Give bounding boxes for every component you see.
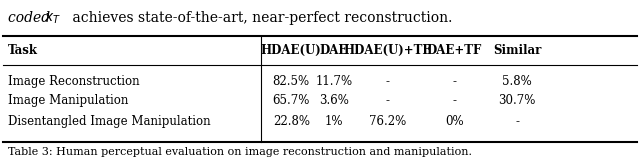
- Text: 11.7%: 11.7%: [316, 75, 353, 88]
- Text: 30.7%: 30.7%: [499, 94, 536, 107]
- Text: Image Manipulation: Image Manipulation: [8, 94, 128, 107]
- Text: 76.2%: 76.2%: [369, 115, 406, 128]
- Text: -: -: [452, 94, 456, 107]
- Text: -: -: [385, 94, 389, 107]
- Text: Table 3: Human perceptual evaluation on image reconstruction and manipulation.: Table 3: Human perceptual evaluation on …: [8, 147, 472, 157]
- Text: Similar: Similar: [493, 44, 541, 57]
- Text: HDAE(U): HDAE(U): [261, 44, 321, 57]
- Text: DAE+TF: DAE+TF: [427, 44, 482, 57]
- Text: 3.6%: 3.6%: [319, 94, 349, 107]
- Text: -: -: [452, 75, 456, 88]
- Text: -: -: [385, 75, 389, 88]
- Text: DAE: DAE: [320, 44, 348, 57]
- Text: $x_T$: $x_T$: [44, 11, 61, 26]
- Text: Disentangled Image Manipulation: Disentangled Image Manipulation: [8, 115, 211, 128]
- Text: achieves state-of-the-art, near-perfect reconstruction.: achieves state-of-the-art, near-perfect …: [68, 11, 453, 25]
- Text: 5.8%: 5.8%: [502, 75, 532, 88]
- Text: 1%: 1%: [325, 115, 343, 128]
- Text: Task: Task: [8, 44, 38, 57]
- Text: 65.7%: 65.7%: [273, 94, 310, 107]
- Text: 82.5%: 82.5%: [273, 75, 310, 88]
- Text: HDAE(U)+TF: HDAE(U)+TF: [344, 44, 431, 57]
- Text: -: -: [515, 115, 519, 128]
- Text: coded: coded: [8, 11, 54, 25]
- Text: 0%: 0%: [445, 115, 464, 128]
- Text: 22.8%: 22.8%: [273, 115, 310, 128]
- Text: Image Reconstruction: Image Reconstruction: [8, 75, 140, 88]
